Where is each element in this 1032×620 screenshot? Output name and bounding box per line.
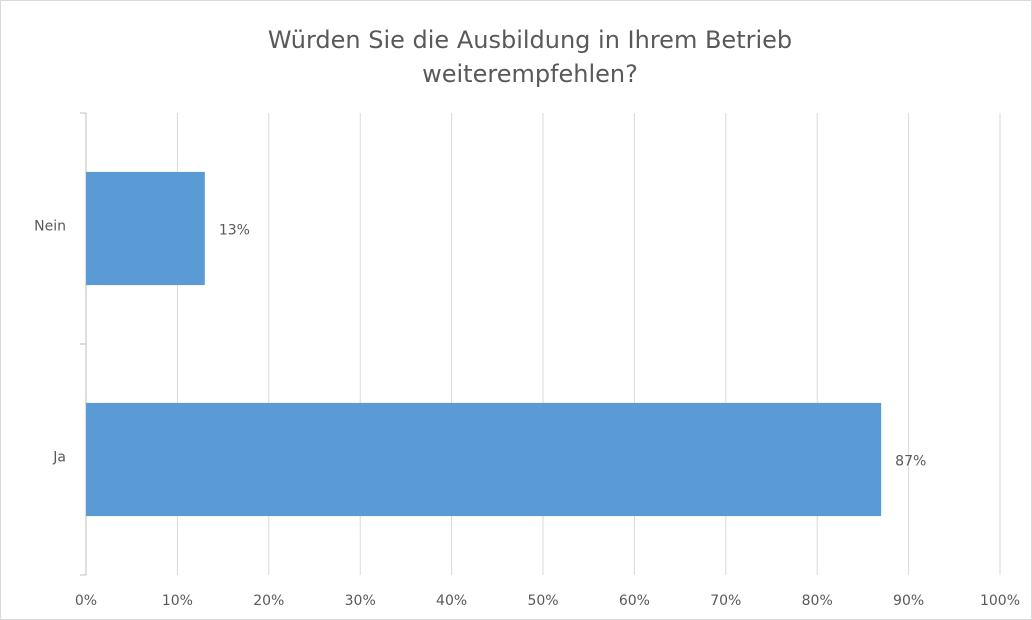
x-tick-label: 100% xyxy=(980,593,1020,609)
x-tick-label: 0% xyxy=(75,593,97,609)
y-tick-label: Ja xyxy=(52,450,66,466)
x-tick-label: 50% xyxy=(527,593,558,609)
x-tick-label: 60% xyxy=(619,593,650,609)
y-tick-label: Nein xyxy=(34,219,66,235)
x-tick-label: 20% xyxy=(253,593,284,609)
x-tick-label: 90% xyxy=(893,593,924,609)
chart-title: Würden Sie die Ausbildung in Ihrem Betri… xyxy=(268,26,792,54)
x-tick-label: 30% xyxy=(345,593,376,609)
bar xyxy=(86,402,882,517)
x-tick-label: 70% xyxy=(710,593,741,609)
bar xyxy=(86,171,205,286)
data-label: 87% xyxy=(895,454,926,470)
x-tick-label: 80% xyxy=(802,593,833,609)
chart-title: weiterempfehlen? xyxy=(422,60,638,88)
data-label: 13% xyxy=(219,223,250,239)
x-tick-label: 10% xyxy=(162,593,193,609)
x-tick-label: 40% xyxy=(436,593,467,609)
